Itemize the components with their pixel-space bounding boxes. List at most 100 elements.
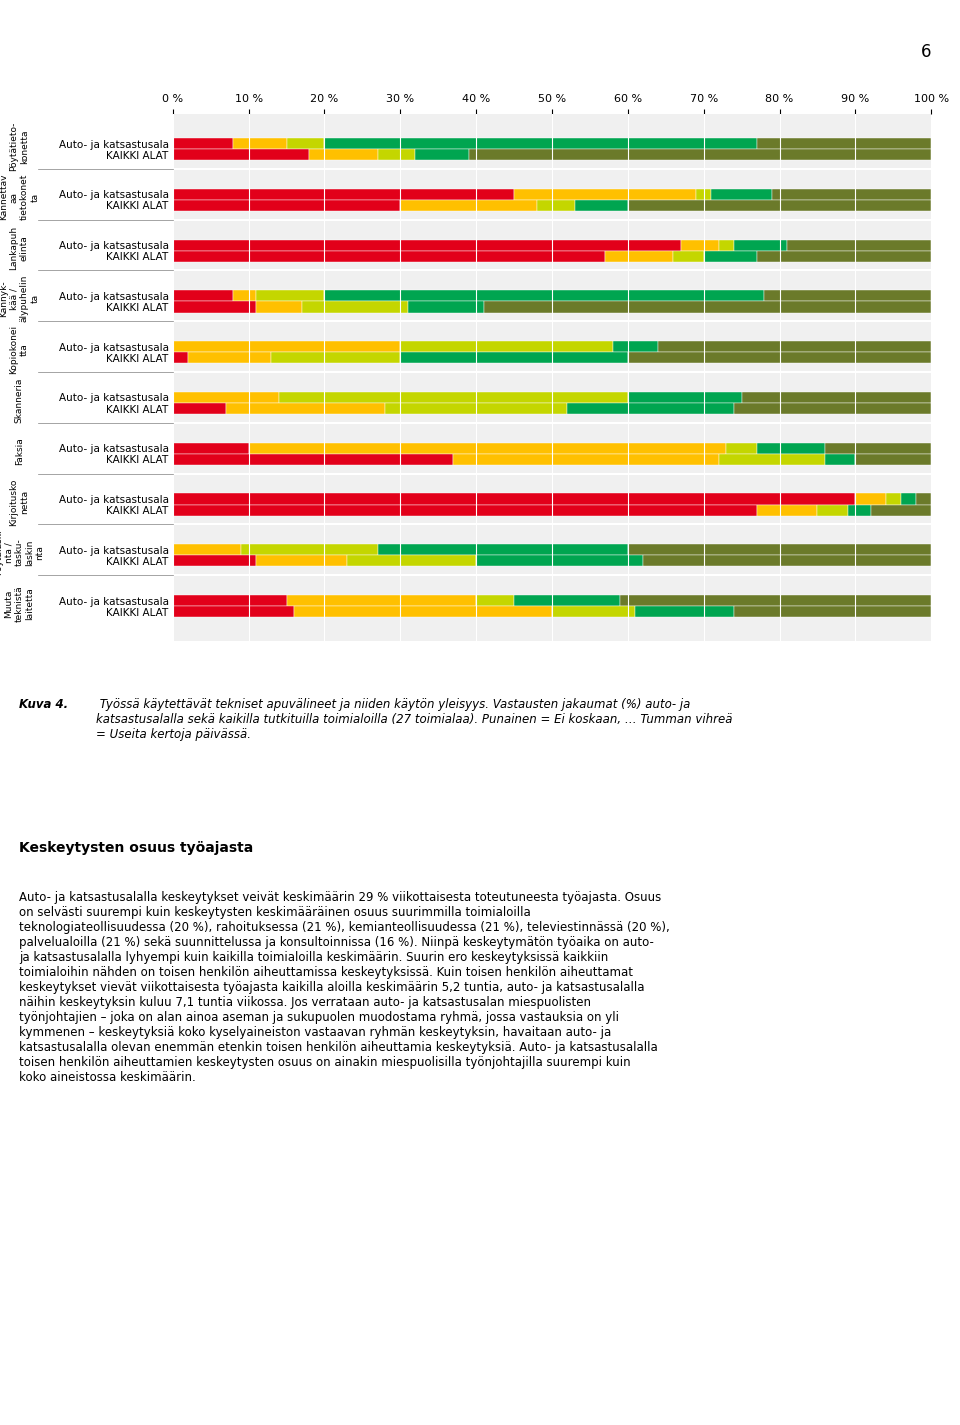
Bar <box>552 606 636 617</box>
Text: Muuta
teknistä
laitetta: Muuta teknistä laitetta <box>4 586 35 621</box>
Bar <box>400 352 628 363</box>
Bar <box>756 443 825 453</box>
Bar <box>628 392 741 403</box>
Bar <box>711 188 772 200</box>
Bar <box>855 493 886 504</box>
Bar <box>256 302 301 312</box>
Bar <box>848 504 871 516</box>
Bar <box>628 352 931 363</box>
Bar <box>249 443 727 453</box>
Bar <box>612 341 659 352</box>
Text: Keskeytysten osuus työajasta: Keskeytysten osuus työajasta <box>19 841 253 855</box>
Bar <box>286 596 476 606</box>
Bar <box>173 453 453 465</box>
Bar <box>727 443 756 453</box>
Bar <box>696 188 711 200</box>
Bar <box>825 453 855 465</box>
Bar <box>377 544 628 556</box>
Bar <box>659 341 931 352</box>
Bar <box>514 596 620 606</box>
Bar <box>817 504 848 516</box>
Bar <box>173 392 279 403</box>
Bar <box>173 150 309 160</box>
Bar <box>309 150 377 160</box>
Bar <box>764 291 931 302</box>
Bar <box>173 596 286 606</box>
Bar <box>400 341 612 352</box>
Bar <box>173 341 400 352</box>
Bar <box>900 493 916 504</box>
Bar <box>286 138 324 150</box>
Bar <box>756 251 931 262</box>
Bar <box>886 493 900 504</box>
Bar <box>575 200 628 211</box>
Bar <box>734 606 931 617</box>
Bar <box>173 188 514 200</box>
Bar <box>385 403 567 415</box>
Bar <box>173 493 855 504</box>
Bar <box>279 392 628 403</box>
Bar <box>324 291 764 302</box>
Bar <box>636 606 734 617</box>
Text: Kannettav
aa
tietokonet
ta: Kannettav aa tietokonet ta <box>0 174 39 221</box>
Text: Kirjoitusko
netta: Kirjoitusko netta <box>10 479 29 526</box>
Bar <box>673 251 704 262</box>
Text: Auto- ja katsastusalalla keskeytykset veivät keskimäärin 29 % viikottaisesta tot: Auto- ja katsastusalalla keskeytykset ve… <box>19 891 670 1083</box>
Text: Lankapuh
elinta: Lankapuh elinta <box>10 225 29 269</box>
Bar <box>681 239 719 251</box>
Text: Pöytälaski
nta /
tasku-
laskin
nta: Pöytälaski nta / tasku- laskin nta <box>0 530 44 576</box>
Text: Skanneria: Skanneria <box>14 378 24 423</box>
Bar <box>408 302 484 312</box>
Bar <box>643 556 931 567</box>
Bar <box>173 291 233 302</box>
Bar <box>416 150 468 160</box>
Text: Faksia: Faksia <box>14 437 24 465</box>
Bar <box>377 150 416 160</box>
Bar <box>871 504 931 516</box>
Text: Kuva 4.: Kuva 4. <box>19 698 68 711</box>
Bar <box>301 302 408 312</box>
Bar <box>324 138 756 150</box>
Bar <box>756 504 817 516</box>
Bar <box>476 596 514 606</box>
Bar <box>173 443 249 453</box>
Bar <box>173 138 233 150</box>
Bar <box>256 291 324 302</box>
Text: Kännyk-
kää /
älypuhelin
ta: Kännyk- kää / älypuhelin ta <box>0 275 39 322</box>
Bar <box>825 443 931 453</box>
Bar <box>173 544 241 556</box>
Bar <box>256 556 348 567</box>
Bar <box>628 200 931 211</box>
Bar <box>620 596 931 606</box>
Bar <box>514 188 696 200</box>
Bar <box>173 556 256 567</box>
Bar <box>173 606 294 617</box>
Bar <box>537 200 575 211</box>
Bar <box>233 138 286 150</box>
Bar <box>226 403 385 415</box>
Bar <box>734 403 931 415</box>
Bar <box>173 504 756 516</box>
Text: Kopiokonei
tta: Kopiokonei tta <box>10 325 29 373</box>
Bar <box>453 453 719 465</box>
Bar <box>484 302 931 312</box>
Bar <box>772 188 931 200</box>
Bar <box>173 403 226 415</box>
Bar <box>756 138 931 150</box>
Bar <box>704 251 756 262</box>
Bar <box>476 556 643 567</box>
Bar <box>173 251 605 262</box>
Bar <box>400 200 537 211</box>
Bar <box>567 403 734 415</box>
Bar <box>855 453 931 465</box>
Bar <box>605 251 673 262</box>
Bar <box>719 239 734 251</box>
Bar <box>916 493 931 504</box>
Bar <box>233 291 256 302</box>
Text: Työssä käytettävät tekniset apuvälineet ja niiden käytön yleisyys. Vastausten ja: Työssä käytettävät tekniset apuvälineet … <box>96 698 732 741</box>
Bar <box>294 606 552 617</box>
Bar <box>348 556 476 567</box>
Bar <box>173 239 681 251</box>
Bar <box>173 302 256 312</box>
Bar <box>628 544 931 556</box>
